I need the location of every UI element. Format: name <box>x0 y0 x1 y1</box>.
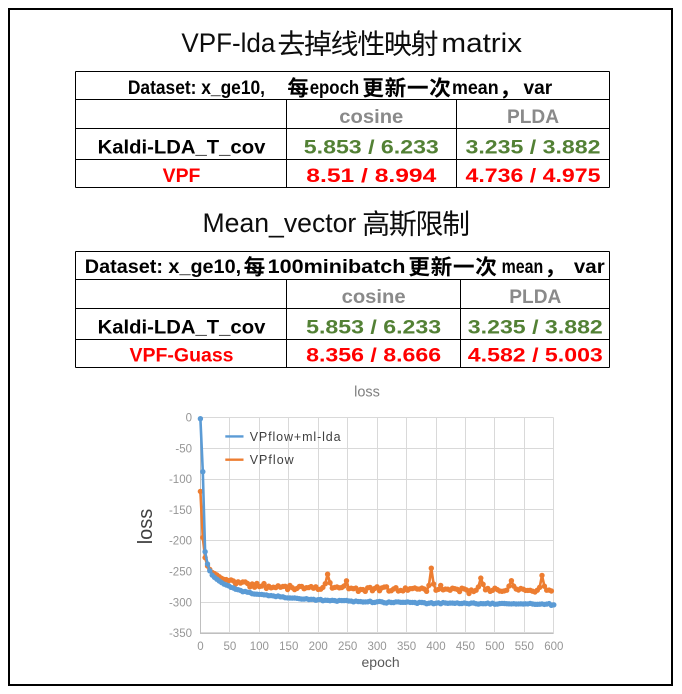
svg-text:300: 300 <box>368 641 387 653</box>
svg-text:4.582 / 5.003: 4.582 / 5.003 <box>468 345 603 367</box>
svg-text:550: 550 <box>515 641 534 653</box>
svg-text:epoch: epoch <box>310 77 360 99</box>
svg-text:epoch: epoch <box>362 654 400 670</box>
svg-text:150: 150 <box>279 641 298 653</box>
svg-text:Mean_vector: Mean_vector <box>203 208 357 238</box>
svg-text:400: 400 <box>426 641 445 653</box>
svg-text:matrix: matrix <box>441 28 522 58</box>
svg-text:-300: -300 <box>169 597 192 609</box>
svg-text:cosine: cosine <box>342 286 406 308</box>
svg-text:Kaldi-LDA_T_cov: Kaldi-LDA_T_cov <box>98 316 266 338</box>
svg-text:VPF-lda: VPF-lda <box>181 28 276 58</box>
svg-text:3.235 / 3.882: 3.235 / 3.882 <box>468 316 603 338</box>
svg-text:100: 100 <box>250 641 269 653</box>
svg-text:3.235 / 3.882: 3.235 / 3.882 <box>466 136 601 158</box>
svg-text:-50: -50 <box>175 443 192 455</box>
svg-text:mean: mean <box>452 77 499 99</box>
svg-text:350: 350 <box>397 641 416 653</box>
svg-text:cosine: cosine <box>339 106 403 128</box>
svg-text:0: 0 <box>197 641 203 653</box>
svg-text:8.51 / 8.994: 8.51 / 8.994 <box>306 165 436 187</box>
svg-text:Dataset: x_ge10,: Dataset: x_ge10, <box>128 77 265 99</box>
svg-text:PLDA: PLDA <box>509 286 561 308</box>
svg-text:500: 500 <box>485 641 504 653</box>
svg-text:600: 600 <box>544 641 563 653</box>
svg-text:-100: -100 <box>169 474 192 486</box>
svg-text:-200: -200 <box>169 536 192 548</box>
svg-text:Dataset: x_ge10,: Dataset: x_ge10, <box>85 256 241 278</box>
svg-text:200: 200 <box>309 641 328 653</box>
svg-text:VPF: VPF <box>163 165 201 187</box>
svg-text:var: var <box>574 256 605 278</box>
svg-text:450: 450 <box>456 641 475 653</box>
svg-text:VPF-Guass: VPF-Guass <box>130 345 234 367</box>
svg-text:Kaldi-LDA_T_cov: Kaldi-LDA_T_cov <box>98 136 266 158</box>
svg-text:mean: mean <box>502 256 544 278</box>
svg-text:-150: -150 <box>169 505 192 517</box>
svg-text:4.736 / 4.975: 4.736 / 4.975 <box>466 165 601 187</box>
svg-text:0: 0 <box>186 413 192 425</box>
svg-text:PLDA: PLDA <box>507 106 559 128</box>
svg-text:50: 50 <box>223 641 236 653</box>
svg-text:-350: -350 <box>169 628 192 640</box>
svg-text:8.356 / 8.666: 8.356 / 8.666 <box>306 345 441 367</box>
svg-text:-250: -250 <box>169 567 192 579</box>
svg-text:loss: loss <box>135 509 157 545</box>
svg-text:loss: loss <box>354 385 380 401</box>
svg-text:var: var <box>524 77 553 99</box>
svg-text:VPflow+ml-lda: VPflow+ml-lda <box>250 430 341 444</box>
svg-text:5.853 / 6.233: 5.853 / 6.233 <box>306 316 441 338</box>
svg-text:VPflow: VPflow <box>250 453 295 467</box>
svg-text:250: 250 <box>338 641 357 653</box>
svg-text:100minibatch: 100minibatch <box>268 256 406 278</box>
svg-text:5.853 / 6.233: 5.853 / 6.233 <box>304 136 439 158</box>
